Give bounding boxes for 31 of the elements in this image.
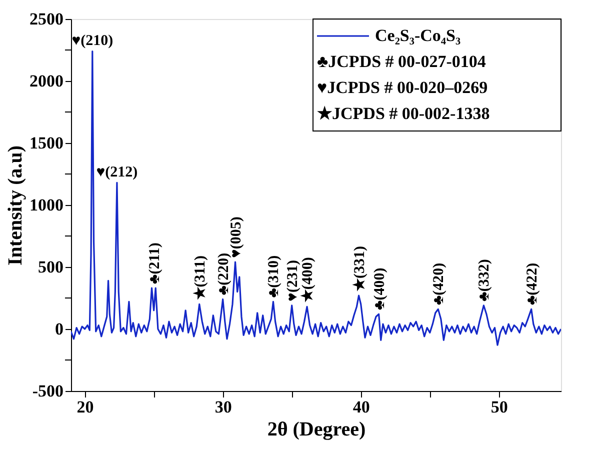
x-tick-label: 30 (214, 398, 232, 416)
x-tick-label: 50 (490, 398, 508, 416)
annotation: ♣(420) (431, 262, 448, 306)
annotation: ♥(231) (284, 260, 301, 302)
y-tick-label: 1500 (30, 134, 64, 152)
annotation: ♣(211) (146, 242, 163, 284)
y-tick-label: -500 (32, 382, 64, 400)
annotation: ♥(210) (72, 33, 114, 50)
y-tick-label: 500 (38, 258, 64, 276)
line-series (71, 50, 561, 346)
annotation: ♥JCPDS # 00-020–0269 (317, 78, 488, 97)
y-tick-label: 1000 (30, 196, 64, 214)
annotation: ♣JCPDS # 00-027-0104 (317, 52, 486, 71)
x-tick-label: 40 (352, 398, 370, 416)
annotation: ★(331) (352, 246, 368, 292)
y-axis-title: Intensity (a.u) (4, 145, 26, 266)
legend-label: Ce₂S₃-Co₄S₃ (375, 26, 461, 45)
annotation: ♣(422) (524, 262, 540, 306)
y-tick-label: 2000 (30, 72, 64, 90)
annotation: ♣(400) (372, 268, 388, 310)
annotation: ★JCPDS # 00-002-1338 (317, 104, 490, 123)
annotation: ♣(220) (216, 252, 232, 296)
x-axis-title: 2θ (Degree) (267, 418, 366, 440)
x-tick-label: 20 (76, 398, 94, 416)
y-tick-label: 2500 (30, 10, 64, 28)
annotation: ♥(212) (96, 164, 138, 181)
annotation: ♣(310) (266, 255, 282, 298)
annotation: ♣(332) (476, 259, 493, 302)
annotation: ★(311) (192, 256, 208, 300)
y-tick-label: 0 (55, 320, 64, 338)
annotation: ★(400) (300, 257, 316, 303)
